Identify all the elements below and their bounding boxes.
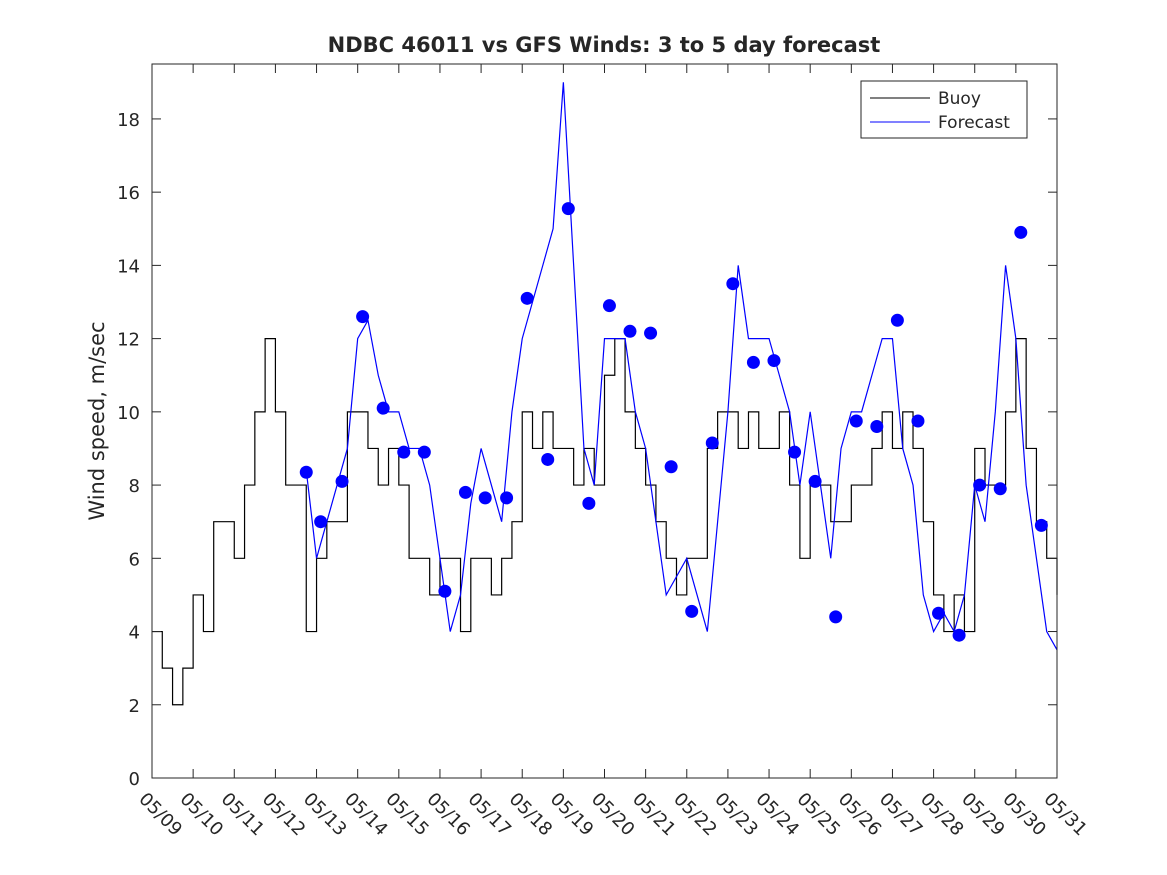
forecast-marker xyxy=(561,202,575,216)
forecast-marker xyxy=(870,419,884,433)
forecast-marker xyxy=(911,414,925,428)
y-tick-label: 10 xyxy=(117,403,140,424)
forecast-marker xyxy=(458,485,472,499)
legend-label-forecast: Forecast xyxy=(938,113,1010,133)
forecast-marker xyxy=(829,610,843,624)
forecast-marker xyxy=(520,291,534,305)
chart-title: NDBC 46011 vs GFS Winds: 3 to 5 day fore… xyxy=(328,33,881,57)
y-tick-label: 16 xyxy=(117,183,140,204)
forecast-marker xyxy=(973,478,987,492)
forecast-marker xyxy=(602,299,616,313)
forecast-marker xyxy=(356,310,370,324)
forecast-marker xyxy=(299,465,313,479)
forecast-marker xyxy=(1034,518,1048,532)
y-tick-label: 18 xyxy=(117,110,140,131)
forecast-marker xyxy=(664,460,678,474)
forecast-marker xyxy=(335,474,349,488)
forecast-marker xyxy=(417,445,431,459)
forecast-marker xyxy=(808,474,822,488)
forecast-marker xyxy=(500,491,514,505)
forecast-marker xyxy=(849,414,863,428)
forecast-marker xyxy=(314,515,328,529)
y-tick-label: 2 xyxy=(129,696,140,717)
marker-layer xyxy=(299,202,1048,642)
forecast-marker xyxy=(1014,225,1028,239)
legend: Buoy Forecast xyxy=(860,80,1028,139)
forecast-marker xyxy=(993,482,1007,496)
series-layer xyxy=(152,82,1058,706)
forecast-marker xyxy=(788,445,802,459)
series-line-buoy xyxy=(152,338,1058,706)
forecast-marker xyxy=(582,496,596,510)
forecast-marker xyxy=(685,604,699,618)
y-tick-label: 0 xyxy=(129,769,140,790)
y-tick-label: 4 xyxy=(129,623,140,644)
y-tick-label: 12 xyxy=(117,330,140,351)
forecast-marker xyxy=(726,277,740,291)
forecast-marker xyxy=(541,452,555,466)
forecast-marker xyxy=(376,401,390,415)
legend-label-buoy: Buoy xyxy=(938,89,981,109)
series-line-forecast xyxy=(305,82,1058,651)
forecast-marker xyxy=(644,326,658,340)
y-tick-label: 8 xyxy=(129,476,140,497)
forecast-marker xyxy=(438,584,452,598)
forecast-marker xyxy=(890,313,904,327)
forecast-marker xyxy=(705,436,719,450)
y-tick-label: 6 xyxy=(129,549,140,570)
y-tick-label: 14 xyxy=(117,256,140,277)
forecast-marker xyxy=(767,354,781,368)
legend-box xyxy=(860,80,1028,139)
forecast-marker xyxy=(623,324,637,338)
forecast-marker xyxy=(746,355,760,369)
forecast-marker xyxy=(952,628,966,642)
forecast-marker xyxy=(932,606,946,620)
forecast-marker xyxy=(478,491,492,505)
y-axis-label: Wind speed, m/sec xyxy=(85,321,109,520)
forecast-marker xyxy=(397,445,411,459)
